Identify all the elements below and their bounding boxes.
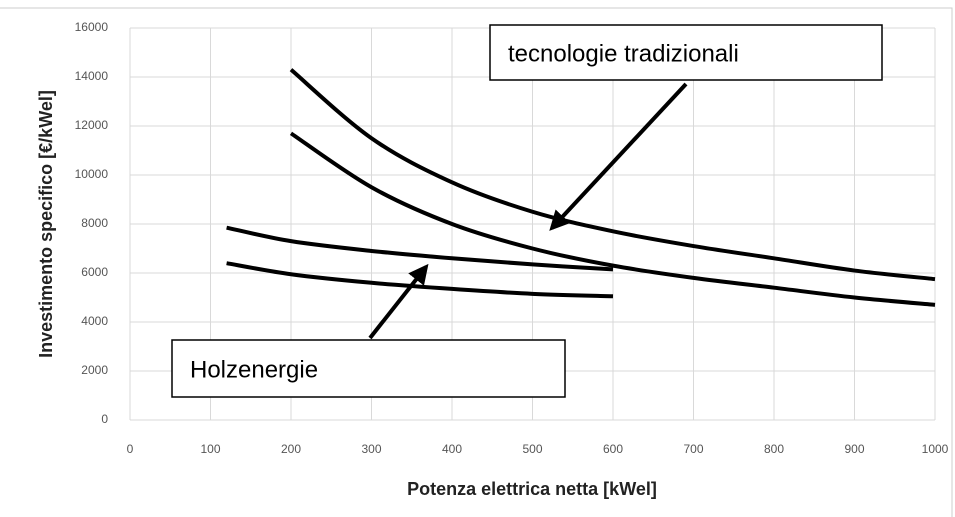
y-tick-label: 12000 — [75, 118, 109, 132]
x-tick-label: 300 — [361, 442, 381, 456]
line-series — [289, 131, 936, 307]
y-tick-label: 14000 — [75, 69, 109, 83]
x-axis-label: Potenza elettrica netta [kWel] — [407, 479, 657, 499]
arrow — [549, 82, 688, 231]
x-tick-label: 100 — [200, 442, 220, 456]
y-tick-label: 2000 — [81, 363, 108, 377]
x-tick-label: 900 — [844, 442, 864, 456]
annotation-box — [489, 24, 883, 81]
y-tick-label: 6000 — [81, 265, 108, 279]
line-series — [226, 261, 614, 299]
line-series — [226, 225, 614, 272]
x-tick-label: 400 — [442, 442, 462, 456]
line-series — [289, 68, 936, 282]
y-tick-label: 0 — [101, 412, 108, 426]
x-tick-label: 1000 — [922, 442, 949, 456]
x-tick-label: 700 — [683, 442, 703, 456]
x-tick-label: 500 — [522, 442, 542, 456]
frame — [0, 7, 953, 517]
y-tick-label: 10000 — [75, 167, 109, 181]
x-tick-label: 600 — [603, 442, 623, 456]
y-tick-label: 4000 — [81, 314, 108, 328]
arrow — [368, 263, 429, 340]
y-tick-label: 16000 — [75, 20, 109, 34]
x-tick-label: 0 — [127, 442, 134, 456]
y-tick-label: 8000 — [81, 216, 108, 230]
y-axis-label: Investimento specifico [€/kWel] — [36, 90, 56, 358]
annotation: Holzenergie — [190, 356, 318, 383]
annotation: tecnologie tradizionali — [508, 40, 739, 67]
annotation-box — [171, 339, 566, 398]
x-tick-label: 800 — [764, 442, 784, 456]
x-tick-label: 200 — [281, 442, 301, 456]
